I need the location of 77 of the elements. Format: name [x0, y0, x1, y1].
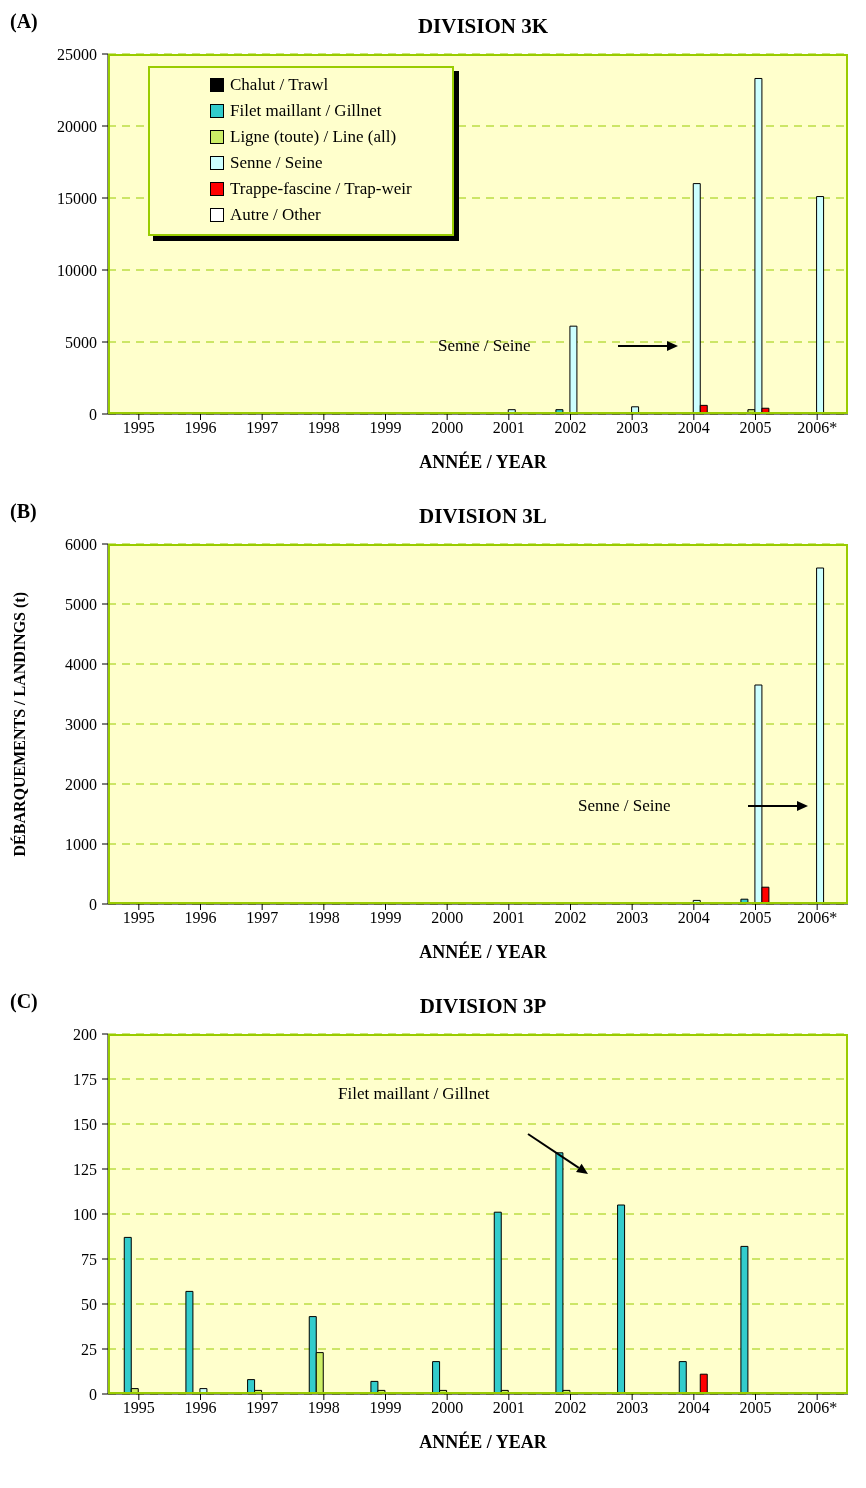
x-tick-label: 2005 [739, 1399, 772, 1417]
y-tick-label: 5000 [65, 333, 97, 351]
x-tick-label: 1999 [369, 1399, 402, 1417]
y-tick-label: 150 [73, 1115, 97, 1133]
x-tick-label: 2002 [554, 419, 587, 437]
x-tick-label: 2003 [616, 1399, 649, 1417]
y-tick-label: 0 [89, 1385, 97, 1403]
x-tick-label: 1999 [369, 909, 402, 927]
legend-label: Senne / Seine [230, 153, 323, 173]
x-tick-label: 1998 [307, 419, 340, 437]
y-tick-label: 0 [89, 895, 97, 913]
x-tick-label: 2004 [677, 419, 710, 437]
x-tick-label: 2002 [554, 909, 587, 927]
x-tick-label: 1998 [307, 1399, 340, 1417]
x-tick-label: 2000 [431, 419, 464, 437]
x-axis-title: ANNÉE / YEAR [418, 1432, 548, 1453]
legend-label: Filet maillant / Gillnet [230, 101, 382, 121]
x-tick-label: 2001 [492, 1399, 525, 1417]
y-tick-label: 25000 [57, 45, 97, 63]
text: (B) [10, 500, 37, 523]
annotation: Senne / Seine [578, 796, 671, 816]
x-tick-label: 2006* [797, 1399, 838, 1417]
annotation: Filet maillant / Gillnet [338, 1084, 490, 1104]
x-axis-title: ANNÉE / YEAR [418, 452, 548, 473]
y-tick-label: 10000 [57, 261, 97, 279]
x-tick-label: 1995 [122, 419, 155, 437]
text: (C) [10, 990, 38, 1013]
y-tick-label: 3000 [65, 715, 97, 733]
x-tick-label: 1997 [246, 909, 279, 927]
y-tick-label: 50 [81, 1295, 97, 1313]
y-tick-label: 25 [81, 1340, 97, 1358]
x-tick-label: 2001 [492, 419, 525, 437]
x-tick-label: 1996 [184, 419, 217, 437]
legend-label: Chalut / Trawl [230, 75, 329, 95]
annotation: Senne / Seine [438, 336, 531, 356]
legend-label: Autre / Other [230, 205, 321, 225]
y-tick-label: 6000 [65, 535, 97, 553]
y-tick-label: 100 [73, 1205, 97, 1223]
x-tick-label: 1995 [122, 909, 155, 927]
x-tick-label: 2006* [797, 419, 838, 437]
x-tick-label: 2003 [616, 909, 649, 927]
x-tick-label: 2002 [554, 1399, 587, 1417]
x-tick-label: 2003 [616, 419, 649, 437]
x-tick-label: 1997 [246, 419, 279, 437]
x-tick-label: 2006* [797, 909, 838, 927]
x-tick-label: 2004 [677, 909, 710, 927]
x-tick-label: 1999 [369, 419, 402, 437]
y-tick-label: 125 [73, 1160, 97, 1178]
x-tick-label: 1995 [122, 1399, 155, 1417]
y-tick-label: 0 [89, 405, 97, 423]
x-tick-label: 1996 [184, 909, 217, 927]
x-tick-label: 1996 [184, 1399, 217, 1417]
x-tick-label: 2005 [739, 909, 772, 927]
x-tick-label: 2005 [739, 419, 772, 437]
y-tick-label: 5000 [65, 595, 97, 613]
x-tick-label: 2000 [431, 1399, 464, 1417]
y-tick-label: 175 [73, 1070, 97, 1088]
y-tick-label: 20000 [57, 117, 97, 135]
y-tick-label: 2000 [65, 775, 97, 793]
chart-title: DIVISION 3L [419, 504, 547, 528]
chart-title: DIVISION 3P [419, 994, 547, 1018]
y-tick-label: 75 [81, 1250, 97, 1268]
x-tick-label: 2000 [431, 909, 464, 927]
y-tick-label: 15000 [57, 189, 97, 207]
x-tick-label: 1997 [246, 1399, 279, 1417]
y-tick-label: 4000 [65, 655, 97, 673]
x-tick-label: 1998 [307, 909, 340, 927]
y-tick-label: 200 [73, 1025, 97, 1043]
y-tick-label: 1000 [65, 835, 97, 853]
chart-title: DIVISION 3K [417, 14, 549, 38]
x-tick-label: 2004 [677, 1399, 710, 1417]
x-tick-label: 2001 [492, 909, 525, 927]
y-axis-title: DÉBARQUEMENTS / LANDINGS (t) [11, 591, 29, 857]
legend-label: Trappe-fascine / Trap-weir [230, 179, 412, 199]
text: (A) [10, 10, 38, 33]
legend-label: Ligne (toute) / Line (all) [230, 127, 397, 147]
x-axis-title: ANNÉE / YEAR [418, 942, 548, 963]
